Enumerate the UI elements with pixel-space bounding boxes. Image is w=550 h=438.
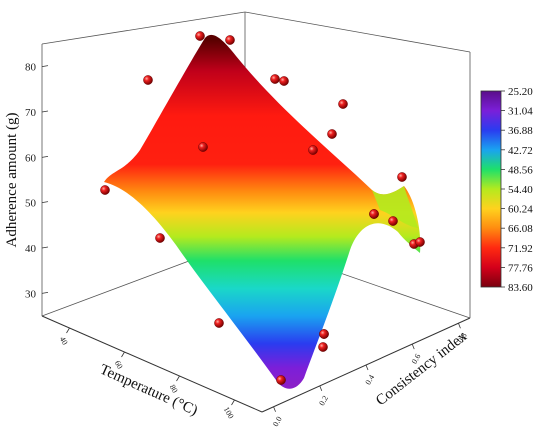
x-tick-label: 40 xyxy=(58,335,70,346)
y-tick-mark xyxy=(319,385,323,392)
x-tick-label: 80 xyxy=(168,383,180,394)
data-point xyxy=(155,233,165,243)
z-tick-mark xyxy=(41,246,49,249)
colorbar-tick-label: 71.92 xyxy=(508,243,533,255)
data-point xyxy=(270,74,280,84)
colorbar-tick-label: 36.88 xyxy=(508,125,533,137)
z-axis-ticks: 30 40 50 60 70 80 xyxy=(25,62,49,300)
colorbar-tick-label: 66.08 xyxy=(508,223,533,235)
colorbar-tick-label: 83.60 xyxy=(508,282,533,294)
z-tick-mark xyxy=(41,201,49,204)
z-tick-label: 60 xyxy=(25,152,37,164)
data-point xyxy=(369,209,379,219)
data-point xyxy=(397,172,407,182)
colorbar-tick-label: 42.72 xyxy=(508,145,533,157)
data-point xyxy=(308,145,318,155)
y-tick-mark xyxy=(458,323,461,329)
z-tick-label: 80 xyxy=(25,62,37,74)
y-tick-mark xyxy=(365,364,369,371)
data-point xyxy=(276,375,286,385)
data-point xyxy=(279,76,289,86)
x-axis-title: Temperature (°C) xyxy=(97,362,200,419)
colorbar-gradient xyxy=(480,90,502,288)
y-axis-ticks: 0.0 0.2 0.4 0.6 0.8 xyxy=(271,323,469,428)
z-tick-label: 40 xyxy=(25,243,37,255)
colorbar-tick-label: 25.20 xyxy=(508,86,533,98)
colorbar-tick-label: 54.40 xyxy=(508,184,533,196)
x-tick-mark xyxy=(231,399,235,406)
y-tick-label: 0.2 xyxy=(317,394,330,407)
x-tick-label: 100 xyxy=(222,405,236,420)
x-axis-ticks: 40 60 80 100 xyxy=(58,327,236,420)
z-tick-mark xyxy=(41,291,49,294)
y-tick-label: 0.4 xyxy=(363,373,376,386)
y-tick-label: 0.6 xyxy=(410,352,423,365)
back-top-edge xyxy=(41,11,246,45)
y-tick-label: 0.8 xyxy=(456,331,469,344)
back-right-top-edge xyxy=(244,11,471,53)
colorbar-tick-label: 48.56 xyxy=(508,164,533,176)
y-tick-label: 0.0 xyxy=(271,415,284,428)
y-tick-mark xyxy=(411,343,415,350)
z-tick-mark xyxy=(41,110,49,113)
surface-right-flap xyxy=(372,186,418,228)
data-point xyxy=(198,142,208,152)
x-tick-mark xyxy=(121,351,125,358)
z-axis-title: Adherence amount (g) xyxy=(4,113,20,248)
data-point xyxy=(388,216,398,226)
z-tick-label: 30 xyxy=(25,288,37,300)
data-point xyxy=(214,318,224,328)
x-axis-line xyxy=(41,315,263,413)
data-point xyxy=(100,185,110,195)
x-tick-mark xyxy=(176,375,180,382)
x-tick-mark xyxy=(66,327,70,334)
y-tick-mark xyxy=(273,406,276,412)
colorbar-tick-label: 60.24 xyxy=(508,204,533,216)
z-tick-mark xyxy=(41,155,49,158)
data-point xyxy=(143,75,153,85)
data-point xyxy=(225,35,235,45)
data-point xyxy=(319,329,329,339)
response-surface xyxy=(104,34,421,389)
data-point xyxy=(318,342,328,352)
data-points xyxy=(100,31,425,385)
data-point xyxy=(327,129,337,139)
colorbar-tick-label: 77.76 xyxy=(508,262,533,274)
colorbar-ticks: 25.20 31.04 36.88 42.72 48.56 54.40 60.24 66.08… xyxy=(501,86,533,294)
x-tick-label: 60 xyxy=(113,359,125,370)
colorbar-tick-label: 31.04 xyxy=(508,106,533,118)
z-tick-label: 50 xyxy=(25,198,37,210)
data-point xyxy=(195,31,205,41)
z-tick-mark xyxy=(41,65,49,68)
data-point xyxy=(338,99,348,109)
z-tick-label: 70 xyxy=(25,107,37,119)
data-point xyxy=(415,237,425,247)
y-axis-title: Consistency index xyxy=(373,328,470,409)
colorbar: 25.20 31.04 36.88 42.72 48.56 54.40 60.24 66.08… xyxy=(480,86,533,294)
